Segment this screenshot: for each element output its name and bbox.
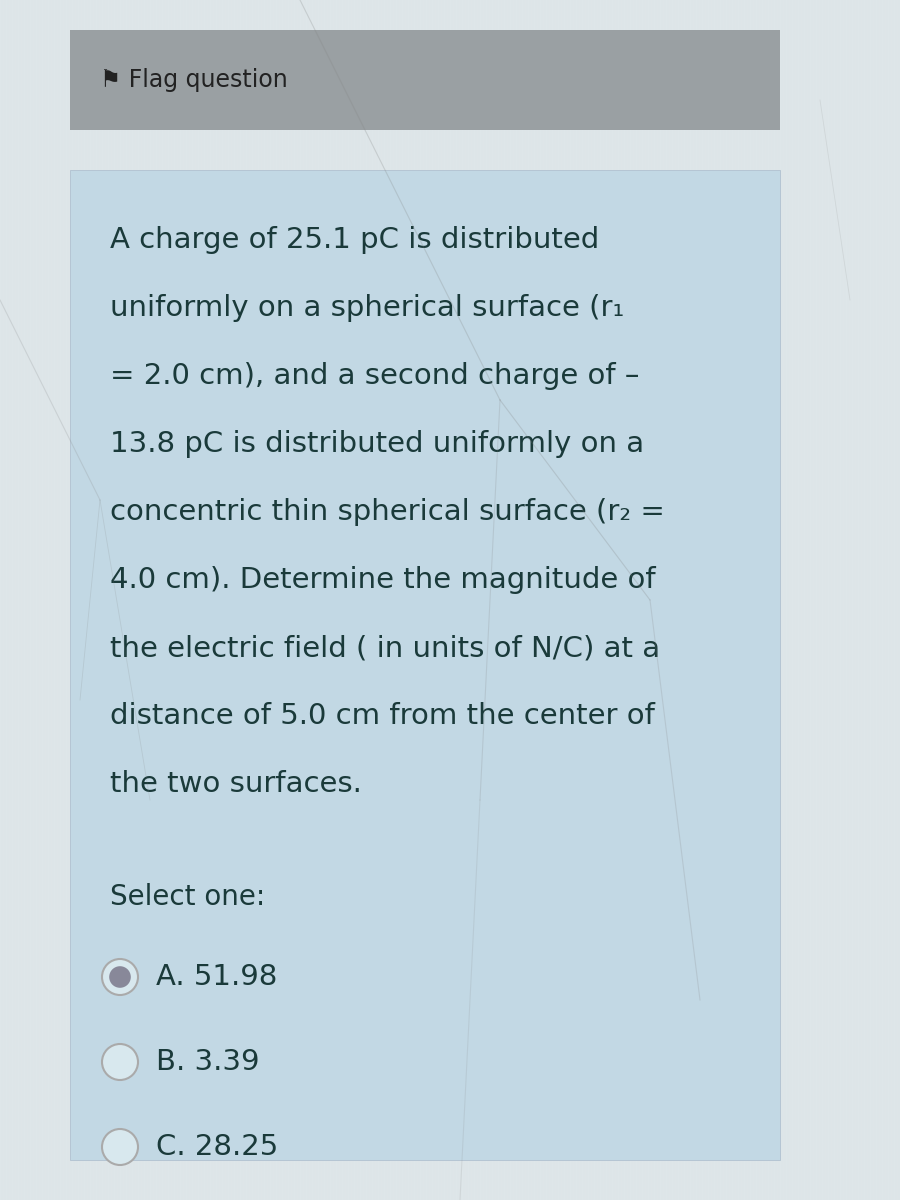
Text: 13.8 pC is distributed uniformly on a: 13.8 pC is distributed uniformly on a — [110, 430, 644, 458]
Text: 4.0 cm). Determine the magnitude of: 4.0 cm). Determine the magnitude of — [110, 566, 655, 594]
Text: A. 51.98: A. 51.98 — [156, 962, 277, 991]
Text: concentric thin spherical surface (r₂ =: concentric thin spherical surface (r₂ = — [110, 498, 665, 526]
Circle shape — [102, 1044, 138, 1080]
Text: C. 28.25: C. 28.25 — [156, 1133, 278, 1162]
Text: the electric field ( in units of N/C) at a: the electric field ( in units of N/C) at… — [110, 634, 660, 662]
Text: distance of 5.0 cm from the center of: distance of 5.0 cm from the center of — [110, 702, 655, 730]
Text: B. 3.39: B. 3.39 — [156, 1048, 259, 1076]
FancyBboxPatch shape — [70, 30, 780, 130]
Text: ⚑ Flag question: ⚑ Flag question — [100, 68, 288, 92]
Circle shape — [102, 959, 138, 995]
Circle shape — [102, 1129, 138, 1165]
Text: the two surfaces.: the two surfaces. — [110, 770, 362, 798]
Text: Select one:: Select one: — [110, 883, 266, 911]
Circle shape — [109, 966, 130, 988]
Text: uniformly on a spherical surface (r₁: uniformly on a spherical surface (r₁ — [110, 294, 625, 322]
Text: = 2.0 cm), and a second charge of –: = 2.0 cm), and a second charge of – — [110, 362, 639, 390]
FancyBboxPatch shape — [70, 170, 780, 1160]
Text: A charge of 25.1 pC is distributed: A charge of 25.1 pC is distributed — [110, 226, 599, 254]
